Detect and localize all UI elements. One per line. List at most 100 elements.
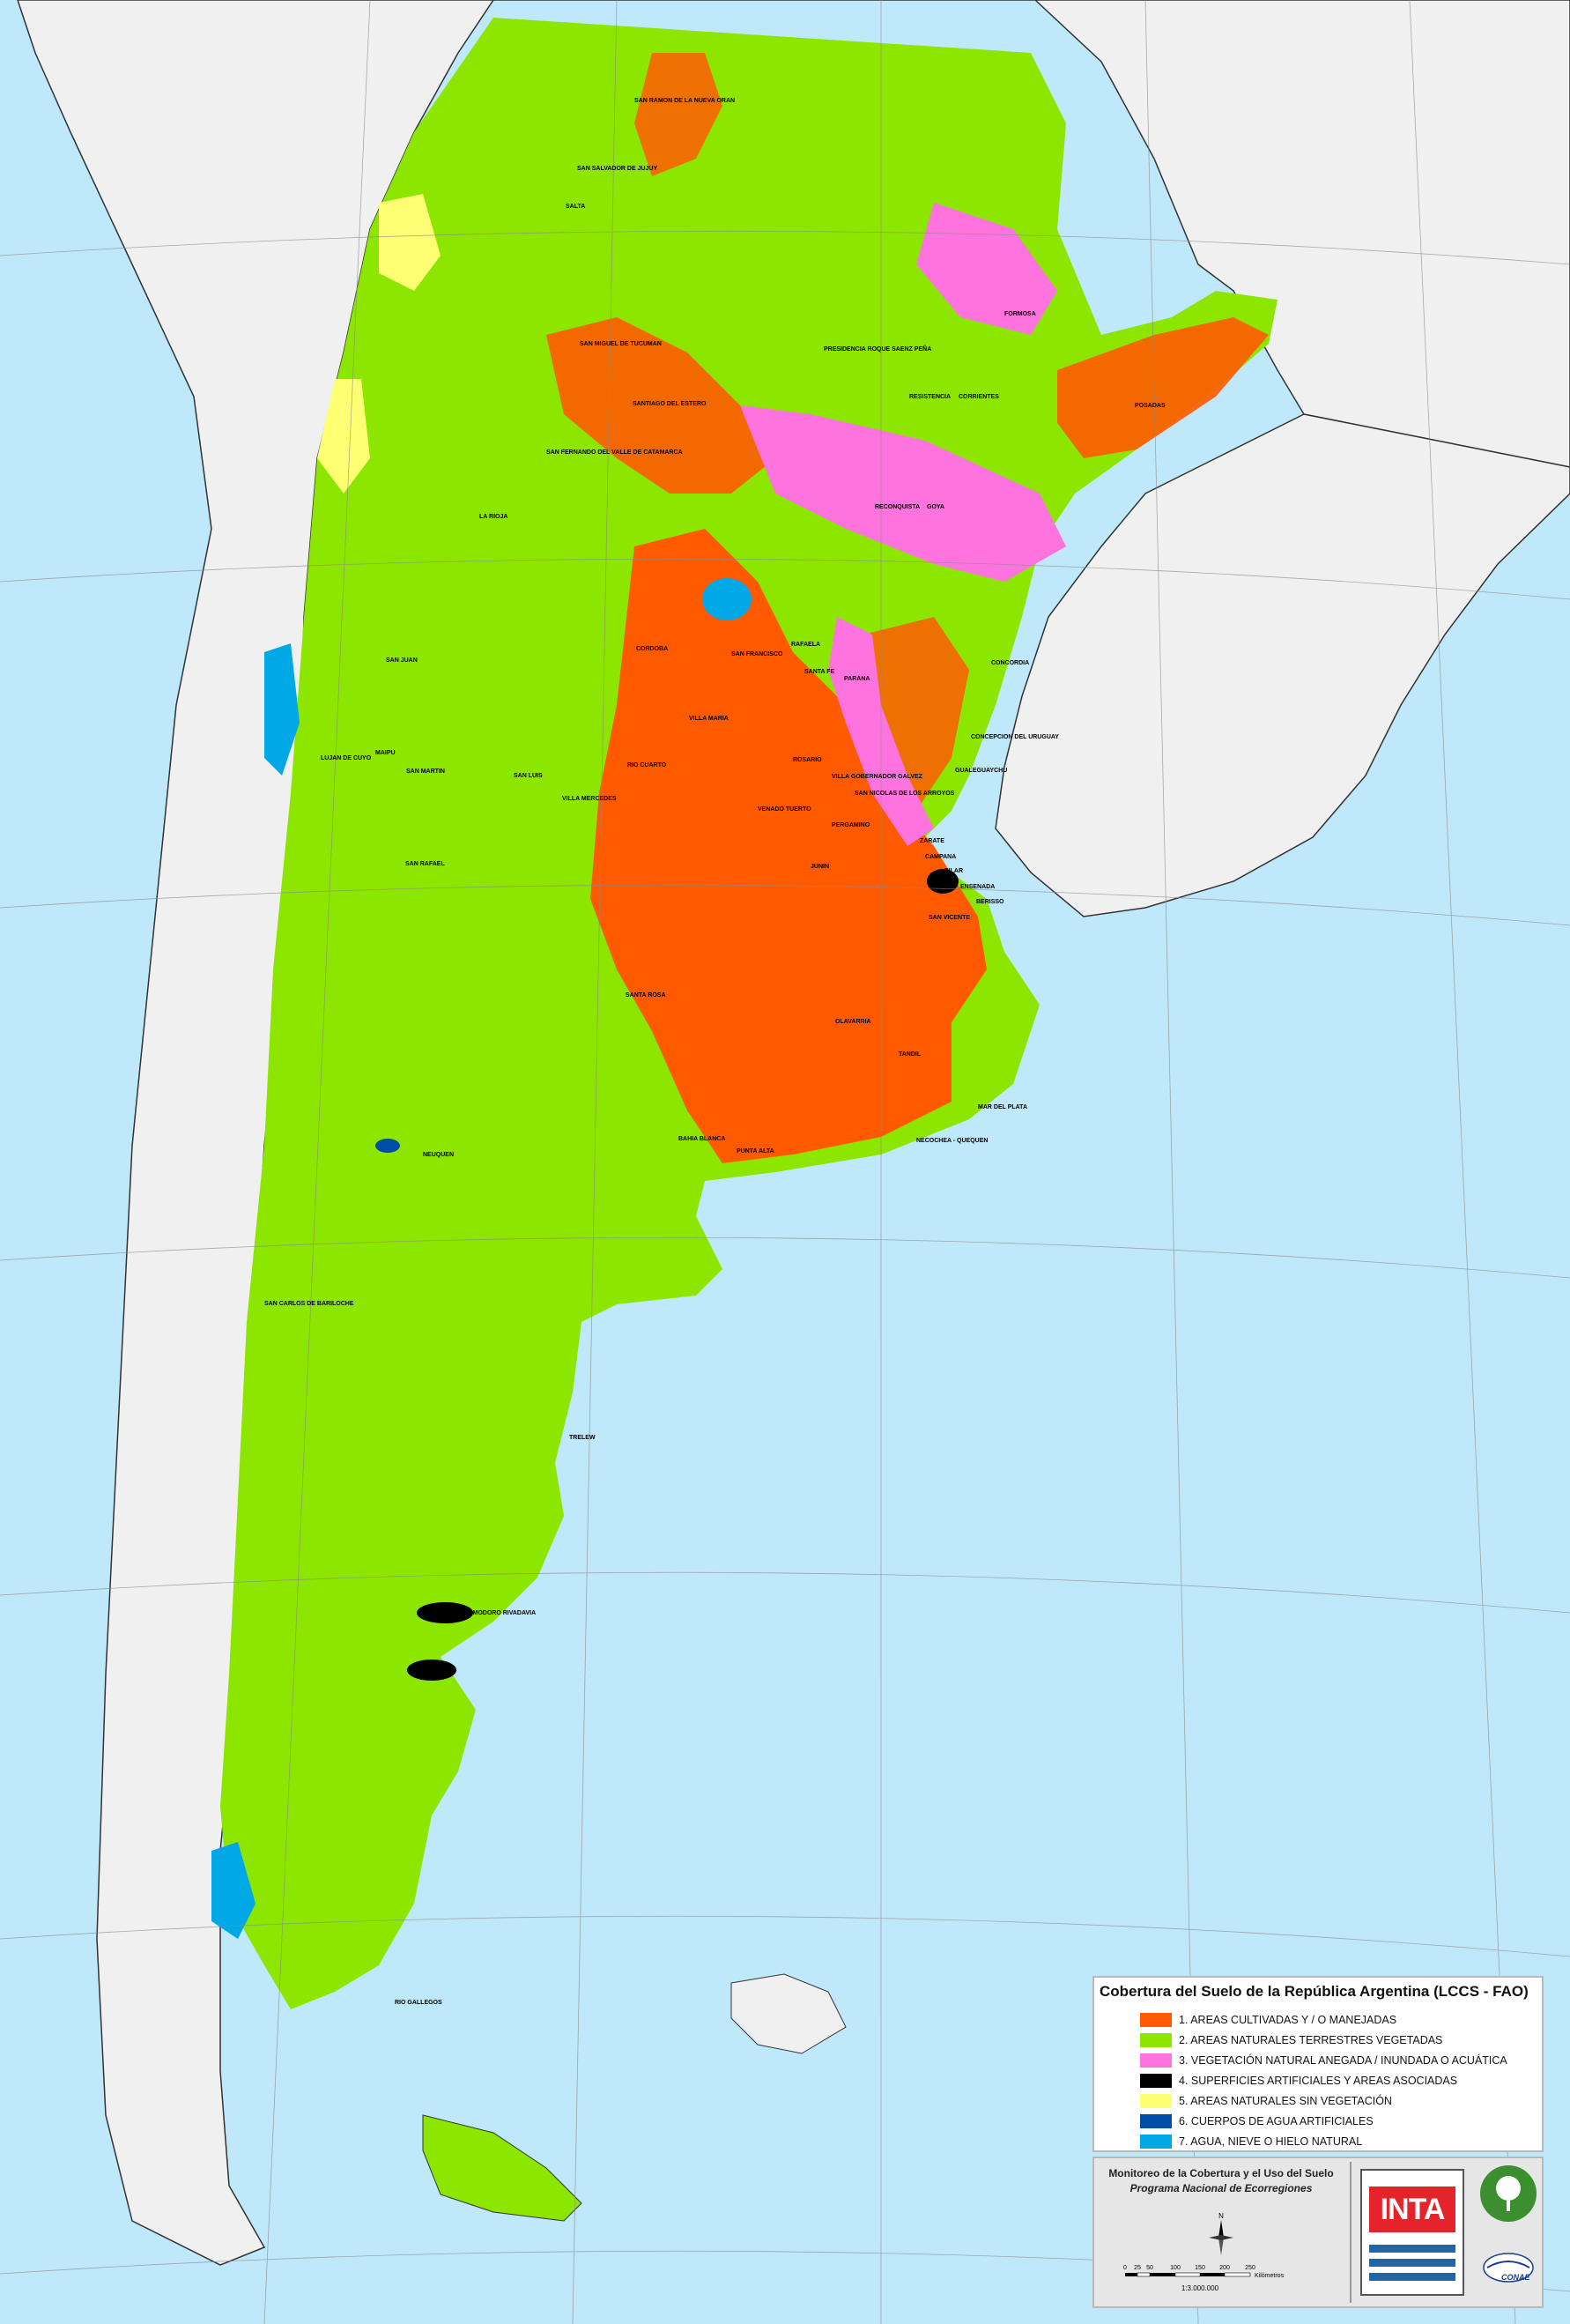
city-label: SAN RAMON DE LA NUEVA ORAN — [634, 98, 735, 104]
city-label: ENSENADA — [960, 884, 995, 890]
andes-glaciers — [264, 643, 300, 776]
city-label: OLAVARRIA — [835, 1019, 871, 1025]
city-label: RECONQUISTA — [875, 504, 920, 510]
scale-tick: 150 — [1195, 2265, 1205, 2271]
city-label: SALTA — [566, 204, 585, 210]
conae-logo-text: CONAE — [1501, 2273, 1530, 2282]
legend-item: 7. AGUA, NIEVE O HIELO NATURAL — [1140, 2131, 1507, 2151]
scale-unit: Kilómetros — [1255, 2273, 1285, 2279]
legend-item: 2. AREAS NATURALES TERRESTRES VEGETADAS — [1140, 2030, 1507, 2050]
bolivia-paraguay-landmass — [493, 0, 1570, 468]
legend-swatch — [1140, 2053, 1172, 2068]
city-label: CAMPANA — [925, 854, 956, 860]
city-label: RESISTENCIA — [909, 394, 951, 400]
mar-chiquita-lake — [702, 578, 752, 620]
legend-label: 7. AGUA, NIEVE O HIELO NATURAL — [1179, 2135, 1363, 2148]
cultivated-oran — [634, 53, 722, 176]
legend-title: Cobertura del Suelo de la República Arge… — [1100, 1983, 1529, 2000]
scale-ratio: 1:3.000.000 — [1181, 2284, 1219, 2292]
city-label: SAN LUIS — [514, 773, 543, 779]
patagonia-glaciers — [211, 1842, 255, 1939]
scale-bar: 0 25 50 100 150 200 250 Kilómetros 1:3.0… — [1123, 2265, 1285, 2292]
city-label: LA RIOJA — [479, 514, 507, 520]
city-label: SANTA FE — [804, 669, 835, 675]
city-label: SAN SALVADOR DE JUJUY — [577, 166, 657, 172]
cultivated-pampas — [590, 529, 987, 1163]
map-info-box: Monitoreo de la Cobertura y el Uso del S… — [1092, 2157, 1544, 2308]
inta-stripe — [1369, 2273, 1455, 2281]
legend-label: 4. SUPERFICIES ARTIFICIALES Y AREAS ASOC… — [1179, 2074, 1458, 2087]
city-label: CORRIENTES — [959, 394, 999, 400]
city-label: SAN MARTIN — [406, 768, 445, 775]
legend-swatch — [1140, 2134, 1172, 2149]
city-labels: SAN RAMON DE LA NUEVA ORAN SAN SALVADOR … — [264, 98, 1166, 2006]
map-legend: Cobertura del Suelo de la República Arge… — [1092, 1976, 1544, 2152]
lake-musters — [407, 1659, 456, 1681]
inta-stripe — [1369, 2259, 1455, 2267]
city-label: COMODORO RIVADAVIA — [463, 1610, 536, 1616]
scale-tick: 25 — [1134, 2265, 1141, 2271]
legend-swatch — [1140, 2093, 1172, 2108]
city-label: LUJAN DE CUYO — [321, 755, 372, 761]
city-label: JUNIN — [811, 864, 829, 870]
city-label: FORMOSA — [1004, 311, 1036, 317]
bare-puna — [379, 194, 441, 291]
city-label: SAN FERNANDO DEL VALLE DE CATAMARCA — [546, 449, 683, 456]
city-label: RAFAELA — [791, 642, 820, 648]
city-label: BERISSO — [976, 899, 1004, 905]
legend-label: 6. CUERPOS DE AGUA ARTIFICIALES — [1179, 2114, 1374, 2127]
info-title: Monitoreo de la Cobertura y el Uso del S… — [1108, 2167, 1334, 2179]
inta-stripe — [1369, 2245, 1455, 2253]
scale-tick: 50 — [1146, 2265, 1153, 2271]
legend-item: 6. CUERPOS DE AGUA ARTIFICIALES — [1140, 2111, 1507, 2131]
city-label: SAN VICENTE — [929, 915, 970, 921]
city-label: GUALEGUAYCHU — [955, 768, 1007, 774]
legend-item: 3. VEGETACIÓN NATURAL ANEGADA / INUNDADA… — [1140, 2050, 1507, 2070]
scale-tick: 0 — [1123, 2265, 1127, 2271]
inta-logo: INTA — [1360, 2169, 1464, 2296]
city-label: NEUQUEN — [423, 1152, 454, 1158]
city-label: NECOCHEA - QUEQUEN — [916, 1138, 988, 1144]
scale-tick: 200 — [1219, 2265, 1230, 2271]
city-label: GOYA — [927, 504, 944, 510]
legend-label: 5. AREAS NATURALES SIN VEGETACIÓN — [1179, 2094, 1392, 2107]
city-label: RIO GALLEGOS — [395, 2000, 442, 2006]
city-label: CONCEPCION DEL URUGUAY — [971, 734, 1059, 740]
buenos-aires-metro — [927, 869, 959, 894]
city-label: MAR DEL PLATA — [978, 1104, 1027, 1110]
city-label: PILAR — [944, 868, 963, 874]
legend-items: 1. AREAS CULTIVADAS Y / O MANEJADAS 2. A… — [1140, 2009, 1507, 2151]
uruguay-brazil-landmass — [995, 413, 1570, 917]
city-label: SAN CARLOS DE BARILOCHE — [264, 1301, 354, 1307]
malvinas-islands — [730, 1973, 847, 2054]
city-label: VILLA MARIA — [689, 716, 729, 722]
artificial-water-neuquen — [375, 1139, 400, 1153]
city-label: SAN NICOLAS DE LOS ARROYOS — [855, 791, 955, 797]
info-subtitle: Programa Nacional de Ecorregiones — [1129, 2182, 1313, 2194]
legend-swatch — [1140, 2073, 1172, 2088]
legend-label: 1. AREAS CULTIVADAS Y / O MANEJADAS — [1179, 2013, 1397, 2026]
city-label: TANDIL — [899, 1051, 922, 1058]
city-label: SAN FRANCISCO — [731, 651, 783, 657]
flooded-chaco — [916, 203, 1057, 335]
city-label: ROSARIO — [793, 757, 822, 763]
city-label: PUNTA ALTA — [737, 1148, 774, 1155]
city-label: RIO CUARTO — [627, 762, 667, 768]
conae-logo: CONAE — [1480, 2250, 1537, 2291]
tierra-del-fuego — [422, 2114, 582, 2222]
city-label: SAN MIGUEL DE TUCUMAN — [580, 341, 662, 347]
north-label: N — [1218, 2212, 1224, 2220]
inta-logo-text: INTA — [1369, 2187, 1455, 2232]
city-label: POSADAS — [1135, 403, 1166, 409]
city-label: VENADO TUERTO — [758, 806, 811, 813]
city-label: CONCORDIA — [991, 660, 1029, 666]
legend-swatch — [1140, 2113, 1172, 2128]
city-label: PRESIDENCIA ROQUE SAENZ PEÑA — [824, 345, 931, 353]
legend-item: 4. SUPERFICIES ARTIFICIALES Y AREAS ASOC… — [1140, 2070, 1507, 2090]
legend-label: 2. AREAS NATURALES TERRESTRES VEGETADAS — [1179, 2033, 1443, 2046]
city-label: PARANA — [844, 676, 870, 682]
legend-label: 3. VEGETACIÓN NATURAL ANEGADA / INUNDADA… — [1179, 2053, 1507, 2067]
lake-colhue-huapi — [417, 1602, 473, 1623]
city-label: ZARATE — [920, 838, 944, 844]
